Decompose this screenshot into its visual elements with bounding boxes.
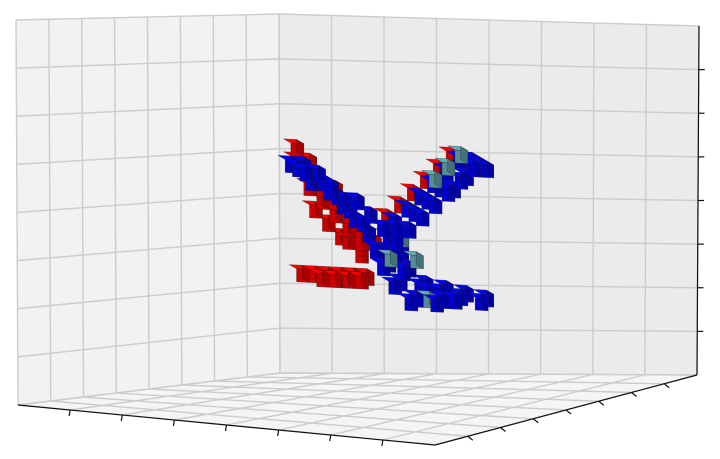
y-tick: [467, 435, 474, 441]
voxel: [331, 191, 352, 210]
gridline-right-wall: [644, 24, 648, 375]
voxel-side-face: [436, 294, 444, 313]
voxel: [322, 269, 343, 289]
voxel: [382, 219, 404, 239]
voxel: [348, 271, 369, 290]
voxel: [289, 264, 310, 283]
x-tick: [329, 434, 332, 442]
voxel: [381, 276, 402, 296]
voxel-side-face: [410, 293, 418, 312]
x-tick: [277, 429, 280, 437]
voxel-side-face: [296, 139, 305, 158]
gridline-right-wall: [539, 21, 543, 375]
voxel: [395, 220, 417, 240]
gridline-floor-b: [226, 373, 489, 426]
voxel: [421, 170, 443, 189]
voxel-side-face: [454, 291, 463, 310]
voxel: [344, 192, 365, 211]
gridline-floor-a: [279, 372, 698, 376]
y-tick: [532, 418, 539, 424]
voxel: [421, 195, 443, 215]
voxel: [423, 294, 444, 313]
gridline-left-wall: [245, 14, 248, 378]
voxel: [377, 249, 398, 268]
x-tick: [172, 419, 175, 427]
voxel: [305, 164, 326, 183]
y-tick: [500, 427, 506, 432]
y-tick: [565, 409, 572, 415]
voxel: [408, 208, 430, 227]
voxel: [283, 138, 305, 158]
voxel: [473, 159, 494, 179]
x-tick: [381, 439, 384, 447]
voxel: [447, 145, 469, 165]
voxel-side-face: [460, 146, 469, 165]
voxel-side-face: [360, 271, 369, 290]
gridline-floor-a: [181, 384, 599, 402]
voxel-model: [277, 138, 494, 313]
voxel: [403, 250, 424, 270]
gridline-left-wall: [212, 15, 216, 382]
voxel: [362, 240, 384, 260]
axes-gridlines: [15, 13, 700, 446]
y-tick: [598, 400, 605, 406]
x-tick: [120, 414, 123, 422]
voxel-side-face: [415, 251, 424, 270]
voxel: [434, 157, 456, 177]
gridline-floor-b: [382, 374, 646, 441]
y-tick: [663, 383, 670, 389]
gridline-left-wall: [179, 16, 183, 386]
voxel-side-face: [331, 178, 339, 197]
voxel-side-face: [318, 164, 326, 183]
voxel: [397, 293, 418, 312]
gridline-floor-b: [278, 373, 541, 431]
x-tick: [224, 424, 228, 432]
voxel-side-face: [390, 249, 398, 268]
voxel-side-face: [356, 192, 365, 211]
gridline-left-wall: [146, 16, 150, 390]
x-tick: [68, 409, 71, 417]
voxel: [467, 292, 489, 312]
voxel-side-face: [369, 206, 378, 225]
gridline-floor-b: [330, 373, 593, 436]
voxel: [441, 291, 463, 310]
gridline-right-wall: [487, 19, 490, 375]
gridline-floor-a: [247, 376, 665, 385]
voxel-side-face: [480, 293, 489, 312]
gridline-left-wall: [278, 13, 281, 374]
y-tick: [631, 392, 637, 397]
gridline-right-wall: [592, 22, 595, 375]
voxel-side-face: [486, 160, 494, 179]
gridline-floor-a: [214, 380, 632, 394]
axes-ticks: [68, 69, 705, 447]
